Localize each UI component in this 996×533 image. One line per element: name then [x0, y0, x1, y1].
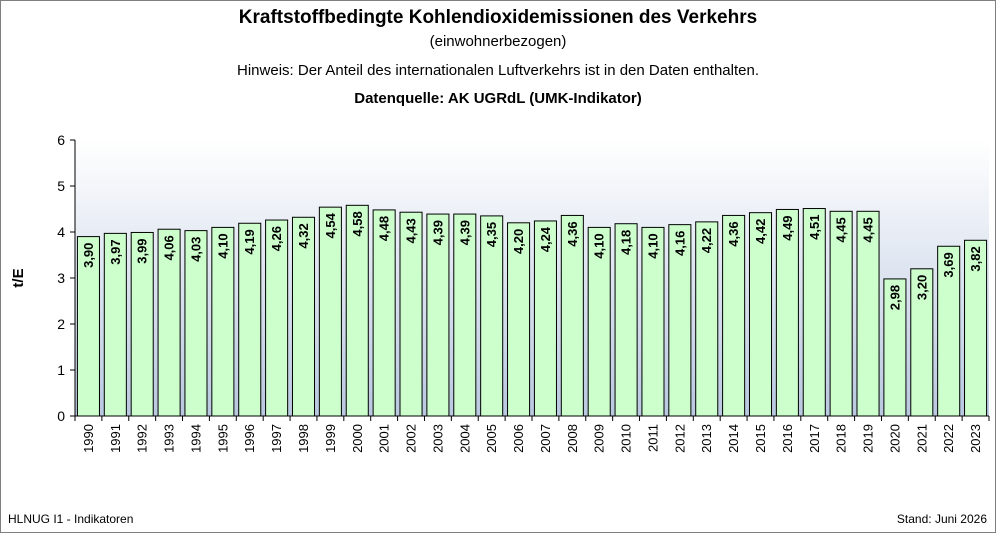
data-label: 4,26 — [269, 226, 284, 251]
x-tick-label: 1996 — [242, 424, 257, 453]
x-tick-label: 2022 — [941, 424, 956, 453]
data-label: 3,97 — [108, 239, 123, 264]
data-label: 3,20 — [914, 275, 929, 300]
data-label: 4,22 — [699, 228, 714, 253]
y-tick-label: 1 — [57, 362, 65, 378]
data-label: 4,24 — [538, 226, 553, 252]
data-label: 4,10 — [215, 233, 230, 258]
footer-publisher: HLNUG I1 - Indikatoren — [8, 512, 134, 526]
y-tick-label: 2 — [57, 316, 65, 332]
data-label: 4,36 — [565, 221, 580, 246]
data-label: 4,10 — [645, 233, 660, 258]
x-tick-label: 2020 — [887, 424, 902, 453]
data-source: Datenquelle: AK UGRdL (UMK-Indikator) — [354, 90, 642, 107]
x-tick-label: 1993 — [162, 424, 177, 453]
x-tick-label: 2010 — [619, 424, 634, 453]
data-label: 4,16 — [672, 231, 687, 256]
x-tick-label: 1994 — [188, 424, 203, 453]
x-tick-label: 2000 — [350, 424, 365, 453]
x-tick-label: 2012 — [672, 424, 687, 453]
chart-note: Hinweis: Der Anteil des internationalen … — [237, 62, 759, 79]
data-label: 3,69 — [941, 252, 956, 277]
data-label: 4,51 — [807, 215, 822, 240]
data-label: 4,42 — [753, 219, 768, 244]
data-label: 4,32 — [296, 223, 311, 248]
x-tick-label: 2014 — [726, 424, 741, 453]
data-label: 4,43 — [404, 218, 419, 243]
data-label: 4,20 — [511, 229, 526, 254]
chart-title: Kraftstoffbedingte Kohlendioxidemissione… — [238, 7, 758, 28]
data-label: 4,39 — [457, 220, 472, 245]
data-label: 4,03 — [188, 237, 203, 262]
x-tick-label: 2021 — [914, 424, 929, 453]
x-tick-label: 2017 — [807, 424, 822, 453]
x-tick-label: 2018 — [834, 424, 849, 453]
x-tick-label: 2008 — [565, 424, 580, 453]
data-label: 4,19 — [242, 229, 257, 254]
data-label: 3,82 — [968, 246, 983, 271]
y-tick-label: 6 — [57, 132, 65, 148]
y-tick-label: 0 — [57, 408, 65, 424]
x-tick-label: 1990 — [81, 424, 96, 453]
x-tick-label: 2009 — [592, 424, 607, 453]
data-label: 4,54 — [323, 212, 338, 238]
x-tick-label: 2003 — [430, 424, 445, 453]
x-tick-label: 2006 — [511, 424, 526, 453]
data-label: 4,48 — [377, 216, 392, 241]
x-tick-label: 2011 — [645, 424, 660, 452]
x-tick-label: 2023 — [968, 424, 983, 453]
data-label: 4,49 — [780, 215, 795, 240]
x-tick-label: 2004 — [457, 424, 472, 453]
x-tick-label: 1999 — [323, 424, 338, 453]
data-label: 4,35 — [484, 222, 499, 247]
data-label: 4,45 — [834, 217, 849, 242]
data-label: 4,36 — [726, 221, 741, 246]
y-tick-label: 4 — [57, 224, 65, 240]
footer-date: Stand: Juni 2026 — [896, 512, 987, 526]
x-tick-label: 1998 — [296, 424, 311, 453]
x-tick-label: 1992 — [135, 424, 150, 453]
x-tick-label: 2019 — [861, 424, 876, 453]
data-label: 4,45 — [861, 217, 876, 242]
data-label: 4,39 — [430, 220, 445, 245]
y-tick-label: 3 — [57, 270, 65, 286]
data-label: 4,06 — [162, 235, 177, 260]
bar-chart: 0 1 2 3 4 5 6 3,90 3,97 3,99 4,06 4,03 4,10 4,19 4,26… — [10, 132, 990, 453]
data-label: 3,99 — [135, 238, 150, 263]
x-tick-label: 2002 — [404, 424, 419, 453]
data-label: 4,58 — [350, 211, 365, 236]
x-tick-label: 2016 — [780, 424, 795, 453]
x-tick-label: 2015 — [753, 424, 768, 453]
chart-subtitle: (einwohnerbezogen) — [429, 33, 567, 50]
x-tick-label: 1997 — [269, 424, 284, 453]
y-axis-label: t/E — [10, 268, 27, 287]
data-label: 4,10 — [592, 233, 607, 258]
data-label: 2,98 — [887, 285, 902, 310]
x-tick-label: 1995 — [215, 424, 230, 453]
x-tick-label: 1991 — [108, 424, 123, 453]
x-tick-label: 2007 — [538, 424, 553, 453]
y-tick-label: 5 — [57, 178, 65, 194]
data-label: 3,90 — [81, 243, 96, 268]
x-tick-label: 2005 — [484, 424, 499, 453]
data-label: 4,18 — [619, 230, 634, 255]
x-tick-label: 2013 — [699, 424, 714, 453]
x-tick-label: 2001 — [377, 424, 392, 453]
